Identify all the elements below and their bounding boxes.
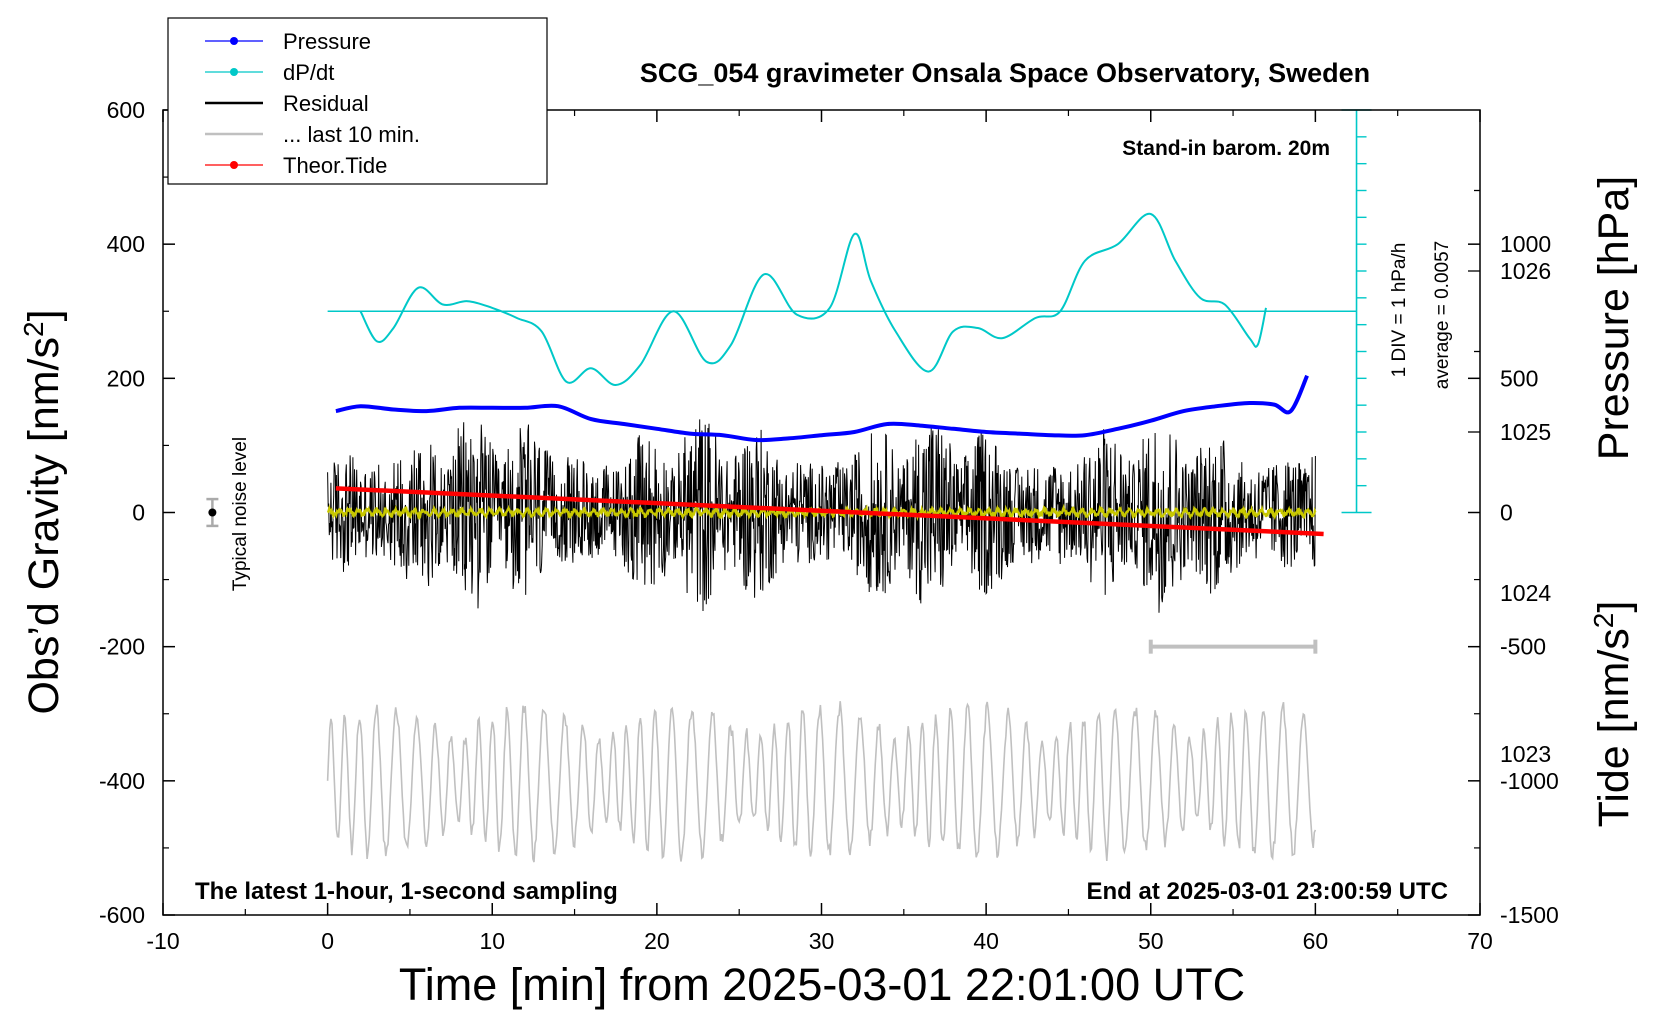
x-tick-label: 40 [973, 928, 999, 954]
x-tick-label: 70 [1467, 928, 1493, 954]
left-tick-label: 0 [132, 500, 145, 526]
theoretical-tide-series [335, 486, 1324, 537]
plot-frame [162, 109, 1481, 916]
legend-label: ... last 10 min. [283, 122, 420, 147]
x-axis-label: Time [min] from 2025-03-01 22:01:00 UTC [399, 959, 1245, 1010]
tide-axis-label: Tide [nm/s2] [1588, 601, 1639, 828]
tide-tick-label: -1000 [1500, 768, 1559, 794]
left-tick-label: 600 [107, 97, 145, 123]
x-tick-label: 20 [644, 928, 670, 954]
x-tick-label: 60 [1303, 928, 1329, 954]
end-time-note: End at 2025-03-01 23:00:59 UTC [1087, 878, 1449, 905]
x-tick-label: 10 [479, 928, 505, 954]
pressure-tick-label: 1026 [1500, 258, 1551, 284]
tide-axis-label-sup: 2 [1588, 613, 1619, 629]
left-axis-label: Obs’d Gravity [nm/s2] [18, 309, 69, 714]
pressure-axis-ticks: 1026 1025 1024 1023 [1468, 189, 1551, 767]
tide-axis-ticks: 1000 500 0 -500 -1000 -1500 [1468, 231, 1559, 928]
tide-tick-label: 1000 [1500, 231, 1551, 257]
left-tick-label: 400 [107, 231, 145, 257]
residual-smoothed-series [326, 503, 1317, 522]
noise-level-errorbar [206, 497, 219, 528]
barometer-note: Stand-in barom. 20m [1122, 137, 1330, 160]
tide-axis-label-close: ] [1590, 601, 1638, 613]
pressure-tick-label: 1025 [1500, 419, 1551, 445]
legend-label: Residual [283, 91, 369, 116]
x-tick-label: 30 [809, 928, 835, 954]
pressure-series [335, 374, 1309, 443]
average-label: average = 0.0057 [1432, 241, 1453, 389]
left-tick-label: -600 [99, 902, 145, 928]
tide-axis-label-text: Tide [nm/s [1590, 628, 1638, 827]
left-axis-label-sup: 2 [18, 321, 49, 337]
left-axis-label-text: Obs’d Gravity [nm/s [20, 337, 68, 715]
left-tick-label: -400 [99, 768, 145, 794]
legend-box [167, 17, 548, 185]
x-tick-label: 0 [321, 928, 334, 954]
div-scale-label: 1 DIV = 1 hPa/h [1389, 243, 1410, 378]
legend-label: Theor.Tide [283, 153, 387, 178]
dpdt-series [359, 212, 1267, 386]
x-axis-ticks: -10 0 10 20 30 40 50 60 70 [146, 110, 1493, 954]
left-axis-ticks: 600 400 200 0 -200 -400 -600 [99, 97, 175, 928]
dpdt-scale-bar [1341, 109, 1372, 514]
sampling-note: The latest 1-hour, 1-second sampling [195, 878, 618, 905]
left-tick-label: -200 [99, 634, 145, 660]
x-tick-label: 50 [1138, 928, 1164, 954]
tide-tick-label: -500 [1500, 634, 1546, 660]
left-tick-label: 200 [107, 365, 145, 391]
legend-label: Pressure [283, 29, 371, 54]
pressure-tick-label: 1024 [1500, 580, 1551, 606]
legend-marker [230, 68, 238, 76]
legend-marker [230, 37, 238, 45]
legend: Pressure dP/dt Residual ... last 10 min. The… [167, 17, 548, 185]
tide-tick-label: 500 [1500, 365, 1538, 391]
last-10-min-series [326, 701, 1317, 863]
x-tick-label: -10 [146, 928, 179, 954]
pressure-axis-label: Pressure [hPa] [1590, 176, 1638, 460]
residual-series [327, 419, 1316, 613]
chart-title: SCG_054 gravimeter Onsala Space Observat… [640, 58, 1370, 88]
legend-marker [230, 161, 238, 169]
noise-bar-point [208, 508, 217, 517]
legend-label: dP/dt [283, 60, 334, 85]
pressure-tick-label: 1023 [1500, 741, 1551, 767]
noise-label: Typical noise level [230, 437, 251, 591]
left-axis-label-close: ] [20, 309, 68, 321]
tide-tick-label: 0 [1500, 500, 1513, 526]
tide-tick-label: -1500 [1500, 902, 1559, 928]
last-10-min-bracket [1148, 639, 1318, 654]
